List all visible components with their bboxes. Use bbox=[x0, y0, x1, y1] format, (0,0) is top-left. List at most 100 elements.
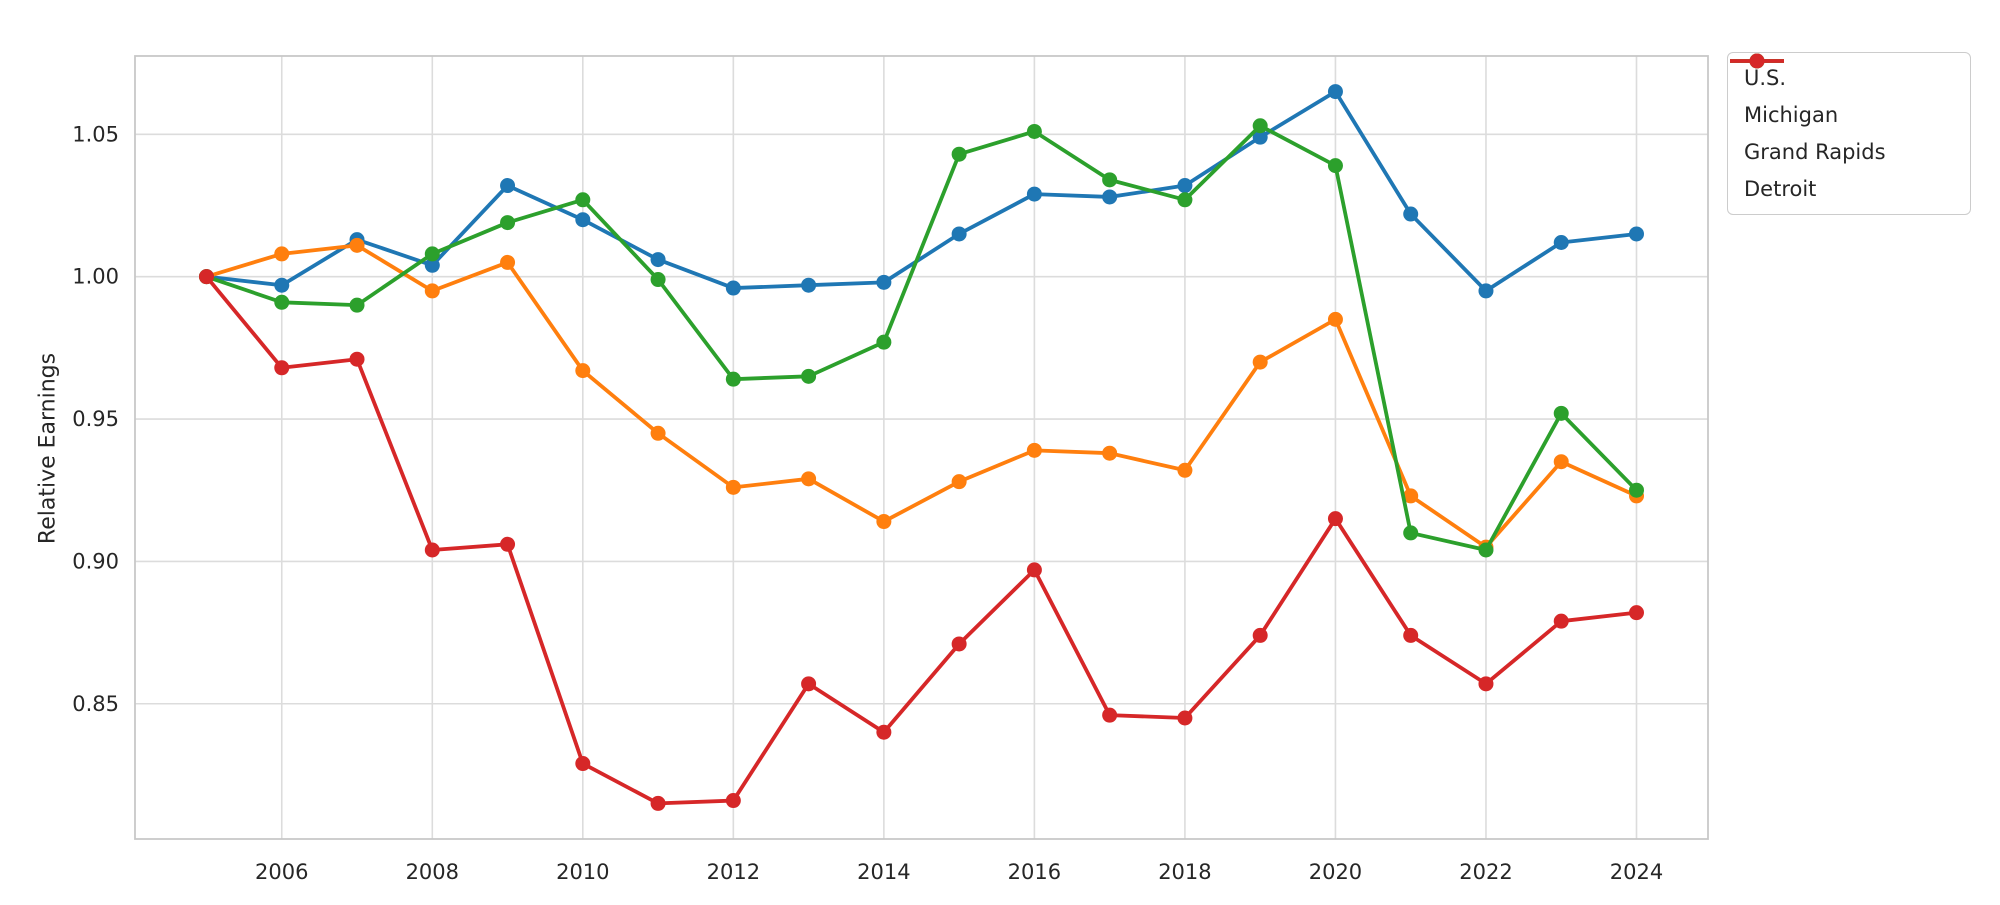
series-marker-grand-rapids bbox=[1327, 158, 1343, 174]
series-marker-grand-rapids bbox=[1252, 118, 1268, 134]
series-marker-u-s bbox=[500, 178, 516, 194]
series-marker-detroit bbox=[650, 795, 666, 811]
series-marker-u-s bbox=[1177, 178, 1193, 194]
x-tick-label: 2018 bbox=[1158, 860, 1211, 884]
series-marker-grand-rapids bbox=[801, 368, 817, 384]
series-marker-grand-rapids bbox=[500, 215, 516, 231]
series-marker-grand-rapids bbox=[1553, 405, 1569, 421]
series-marker-grand-rapids bbox=[1478, 542, 1494, 558]
x-tick-label: 2022 bbox=[1459, 860, 1512, 884]
series-marker-michigan bbox=[1026, 442, 1042, 458]
series-marker-u-s bbox=[1102, 189, 1118, 205]
series-marker-grand-rapids bbox=[424, 246, 440, 262]
series-marker-detroit bbox=[1553, 613, 1569, 629]
legend-swatch-marker bbox=[1749, 53, 1765, 69]
legend-swatch-detroit bbox=[1730, 53, 1784, 69]
series-marker-michigan bbox=[575, 363, 591, 379]
series-marker-detroit bbox=[199, 269, 214, 285]
series-marker-michigan bbox=[424, 283, 440, 299]
series-marker-detroit bbox=[349, 351, 365, 367]
series-marker-u-s bbox=[1403, 206, 1419, 222]
series-marker-grand-rapids bbox=[650, 272, 666, 288]
series-marker-michigan bbox=[500, 254, 516, 270]
legend-label-michigan: Michigan bbox=[1744, 103, 1839, 127]
series-marker-u-s bbox=[1252, 129, 1268, 145]
series-marker-michigan bbox=[1403, 488, 1419, 504]
series-marker-michigan bbox=[349, 237, 365, 253]
x-tick-label: 2006 bbox=[255, 860, 308, 884]
series-marker-u-s bbox=[801, 277, 817, 293]
series-marker-u-s bbox=[951, 226, 967, 242]
series-marker-detroit bbox=[1102, 707, 1118, 723]
series-marker-grand-rapids bbox=[725, 371, 741, 387]
series-marker-u-s bbox=[424, 257, 440, 273]
series-marker-michigan bbox=[1553, 454, 1569, 470]
series-marker-detroit bbox=[1177, 710, 1193, 726]
series-marker-detroit bbox=[876, 724, 892, 740]
series-marker-u-s bbox=[650, 252, 666, 268]
series-marker-detroit bbox=[575, 756, 591, 772]
series-marker-grand-rapids bbox=[1177, 192, 1193, 208]
legend-label-detroit: Detroit bbox=[1744, 177, 1817, 201]
series-marker-u-s bbox=[876, 274, 892, 290]
series-marker-u-s bbox=[1629, 226, 1644, 242]
series-marker-michigan bbox=[1177, 462, 1193, 478]
series-marker-detroit bbox=[801, 676, 817, 692]
legend-label-u-s: U.S. bbox=[1744, 66, 1787, 90]
legend-item-grand-rapids: Grand Rapids bbox=[1730, 53, 1958, 168]
series-marker-grand-rapids bbox=[1403, 525, 1419, 541]
legend-item-detroit: Detroit bbox=[1730, 53, 1958, 205]
series-marker-michigan bbox=[274, 246, 290, 262]
series-line-grand-rapids bbox=[204, 123, 1639, 552]
series-marker-u-s bbox=[1478, 283, 1494, 299]
series-marker-michigan bbox=[951, 474, 967, 490]
series-marker-grand-rapids bbox=[274, 294, 290, 310]
series-marker-detroit bbox=[1252, 627, 1268, 643]
series-marker-grand-rapids bbox=[951, 146, 967, 162]
x-tick-label: 2008 bbox=[406, 860, 459, 884]
series-marker-michigan bbox=[650, 425, 666, 441]
y-tick-label: 1.05 bbox=[72, 122, 119, 146]
x-tick-label: 2024 bbox=[1610, 860, 1663, 884]
series-marker-u-s bbox=[274, 277, 290, 293]
series-marker-detroit bbox=[725, 793, 741, 809]
series-marker-grand-rapids bbox=[575, 192, 591, 208]
series-marker-detroit bbox=[1478, 676, 1494, 692]
series-marker-grand-rapids bbox=[1026, 123, 1042, 139]
legend: U.S. Michigan Grand Rapids Detroit bbox=[1727, 52, 1971, 215]
x-tick-label: 2016 bbox=[1008, 860, 1061, 884]
legend-item-michigan: Michigan bbox=[1730, 53, 1958, 131]
series-marker-u-s bbox=[725, 280, 741, 296]
series-marker-michigan bbox=[1102, 445, 1118, 461]
legend-label-grand-rapids: Grand Rapids bbox=[1744, 140, 1886, 164]
series-line-michigan bbox=[204, 243, 1639, 550]
series-marker-detroit bbox=[951, 636, 967, 652]
series-marker-u-s bbox=[575, 212, 591, 228]
x-tick-label: 2014 bbox=[857, 860, 910, 884]
series-marker-michigan bbox=[725, 479, 741, 495]
series-marker-michigan bbox=[801, 471, 817, 487]
y-axis-label: Relative Earnings bbox=[35, 352, 61, 545]
x-tick-label: 2012 bbox=[707, 860, 760, 884]
series-marker-u-s bbox=[1026, 186, 1042, 202]
series-marker-detroit bbox=[1327, 511, 1343, 527]
y-tick-label: 1.00 bbox=[72, 265, 119, 289]
series-marker-grand-rapids bbox=[876, 334, 892, 350]
y-tick-label: 0.85 bbox=[72, 692, 119, 716]
series-line-u-s bbox=[204, 89, 1639, 293]
series-marker-michigan bbox=[1252, 354, 1268, 370]
x-tick-label: 2010 bbox=[556, 860, 609, 884]
y-tick-label: 0.90 bbox=[72, 549, 119, 573]
series-marker-detroit bbox=[424, 542, 440, 558]
series-marker-detroit bbox=[1629, 605, 1644, 621]
series-marker-detroit bbox=[1403, 627, 1419, 643]
series-line-detroit bbox=[204, 274, 1639, 806]
series-marker-grand-rapids bbox=[349, 297, 365, 313]
series-marker-detroit bbox=[1026, 562, 1042, 578]
series-marker-detroit bbox=[274, 360, 290, 376]
series-marker-grand-rapids bbox=[1102, 172, 1118, 188]
plot-border bbox=[134, 55, 1709, 840]
series-marker-grand-rapids bbox=[1629, 482, 1644, 498]
